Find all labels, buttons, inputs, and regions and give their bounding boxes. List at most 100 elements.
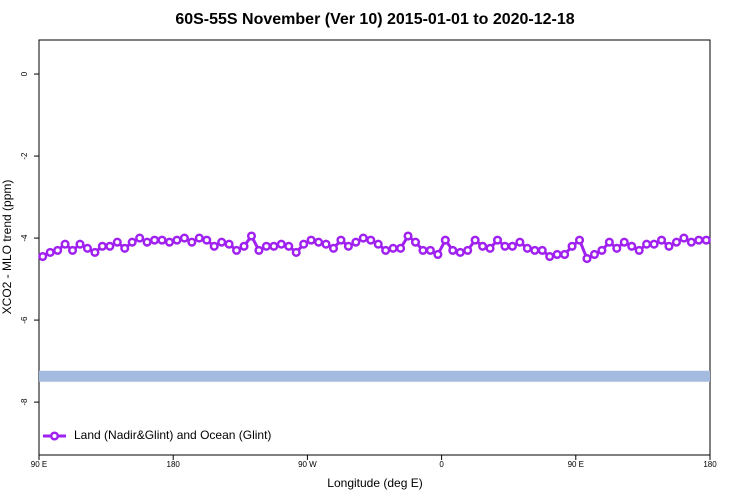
x-tick-label: 90 E [31, 460, 47, 469]
x-axis-label: Longitude (deg E) [327, 476, 422, 490]
data-point [507, 241, 517, 251]
data-point [694, 235, 704, 245]
data-point [269, 241, 279, 251]
data-point [478, 241, 488, 251]
data-point [410, 237, 421, 247]
data-point [492, 235, 503, 245]
x-tick-label: 180 [167, 460, 181, 469]
data-point [232, 245, 242, 255]
data-point [68, 245, 78, 255]
data-point [403, 231, 413, 241]
y-tick-label: -6 [20, 316, 29, 324]
data-point [358, 233, 368, 243]
data-point [142, 237, 152, 247]
data-point [224, 239, 234, 249]
data-point [179, 233, 189, 243]
data-point [336, 235, 346, 245]
data-point [455, 247, 465, 257]
chart-title: 60S-55S November (Ver 10) 2015-01-01 to … [175, 11, 574, 28]
data-point [254, 245, 264, 255]
data-point [164, 237, 175, 247]
data-point [343, 241, 353, 251]
data-point [299, 239, 309, 249]
y-tick-label: -8 [20, 398, 29, 406]
data-point [157, 235, 167, 245]
data-point [664, 241, 674, 251]
x-tick-label: 0 [439, 460, 444, 469]
data-point [314, 237, 324, 247]
data-point [172, 235, 182, 245]
data-point [127, 237, 137, 247]
data-point [291, 247, 301, 257]
data-point [217, 237, 227, 247]
data-point [537, 245, 547, 255]
data-point [135, 233, 145, 243]
x-tick-label: 90 W [298, 460, 317, 469]
data-point [627, 241, 637, 251]
data-point [522, 243, 532, 253]
data-point [381, 245, 391, 255]
data-point [388, 243, 398, 253]
data-point [82, 243, 93, 253]
data-point [671, 237, 682, 247]
data-point [53, 245, 63, 255]
data-point [679, 233, 689, 243]
data-point [396, 243, 406, 253]
legend-marker [49, 431, 60, 441]
data-point [470, 235, 480, 245]
data-point [515, 237, 525, 247]
data-point [425, 245, 435, 255]
data-point [120, 243, 130, 253]
data-point [373, 239, 383, 249]
data-point [500, 241, 510, 251]
data-point [306, 235, 316, 245]
legend-label: Land (Nadir&Glint) and Ocean (Glint) [74, 428, 271, 442]
data-point [701, 235, 711, 245]
data-point [90, 247, 100, 257]
x-tick-label: 180 [703, 460, 717, 469]
data-point [328, 243, 339, 253]
data-point [545, 251, 555, 262]
data-point [619, 237, 629, 247]
y-tick-label: -4 [20, 234, 29, 242]
data-point [284, 241, 294, 251]
data-point [530, 245, 540, 255]
data-point [597, 245, 607, 255]
data-point [560, 249, 570, 260]
data-point [60, 239, 70, 249]
plot-frame [38, 39, 711, 456]
data-point [589, 249, 599, 260]
data-point [38, 251, 48, 262]
y-tick-label: 0 [20, 71, 29, 76]
data-point [246, 231, 257, 241]
data-point [45, 247, 55, 257]
data-point [261, 241, 271, 251]
y-tick-label: -2 [20, 152, 29, 160]
data-point [448, 245, 458, 255]
data-point [552, 249, 562, 260]
data-point [187, 237, 197, 247]
data-point [366, 235, 376, 245]
data-point [321, 239, 331, 249]
data-point [604, 237, 614, 247]
data-point [567, 241, 577, 251]
data-point [574, 235, 585, 245]
data-point [656, 235, 667, 245]
data-point [642, 239, 652, 249]
data-point [485, 243, 495, 253]
data-point [582, 254, 592, 264]
data-point [634, 245, 644, 255]
data-point [105, 241, 115, 251]
data-point [209, 241, 219, 251]
data-point [649, 239, 659, 249]
data-point [112, 237, 122, 247]
data-point [150, 235, 160, 245]
data-point [433, 249, 443, 260]
data-point [75, 239, 85, 249]
data-point [276, 239, 286, 249]
data-point [612, 243, 622, 253]
y-axis-label: XCO2 - MLO trend (ppm) [0, 180, 14, 315]
data-point [239, 241, 249, 251]
data-point [202, 235, 212, 245]
